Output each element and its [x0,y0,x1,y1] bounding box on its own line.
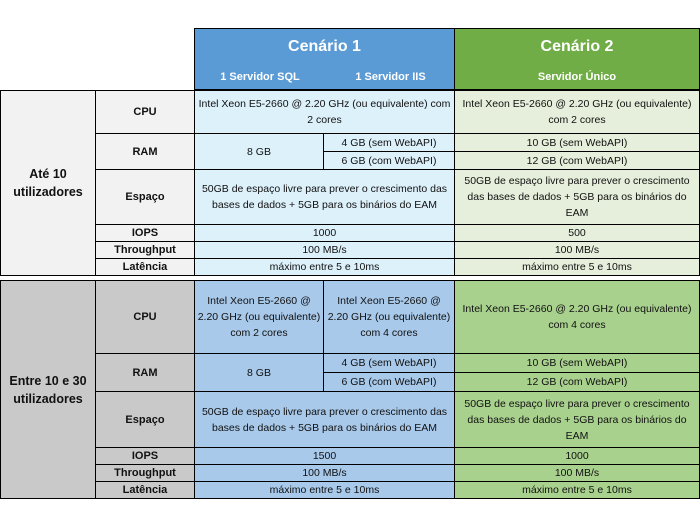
group2-throughput-s2: 100 MB/s [454,464,700,482]
group1-cpu-s1: Intel Xeon E5-2660 @ 2.20 GHz (ou equiva… [194,90,455,134]
group1-ram-s2-a: 10 GB (sem WebAPI) [454,133,700,152]
group1-iops-s2: 500 [454,224,700,242]
group1-espaco-s1: 50GB de espaço livre para prever o cresc… [194,169,455,225]
group2-title: Entre 10 e 30 utilizadores [0,280,96,499]
group1-cpu-label: CPU [95,90,195,134]
group2-ram-label: RAM [95,353,195,392]
group2-iops-s1: 1500 [194,447,455,465]
group1-throughput-label: Throughput [95,241,195,259]
group2-espaco-s1: 50GB de espaço livre para prever o cresc… [194,391,455,448]
group1-throughput-s1: 100 MB/s [194,241,455,259]
group2-ram-s2-b: 12 GB (com WebAPI) [454,372,700,392]
group2-iops-label: IOPS [95,447,195,465]
group1-espaco-s2: 50GB de espaço livre para prever o cresc… [454,169,700,225]
group2-espaco-s2: 50GB de espaço livre para prever o cresc… [454,391,700,448]
group2-cpu-iis: Intel Xeon E5-2660 @ 2.20 GHz (ou equiva… [323,280,455,354]
group1-ram-s2-b: 12 GB (com WebAPI) [454,151,700,170]
scenario1-header: Cenário 1 [194,28,455,64]
scenario1-iis-label: 1 Servidor IIS [325,69,455,85]
group1-iops-s1: 1000 [194,224,455,242]
group2-espaco-label: Espaço [95,391,195,448]
group2-iops-s2: 1000 [454,447,700,465]
group1-throughput-s2: 100 MB/s [454,241,700,259]
group2-latencia-s1: máximo entre 5 e 10ms [194,481,455,499]
group1-ram-sql: 8 GB [194,133,324,170]
group2-latencia-label: Latência [95,481,195,499]
group2-cpu-label: CPU [95,280,195,354]
group1-title: Até 10 utilizadores [0,90,96,276]
group2-latencia-s2: máximo entre 5 e 10ms [454,481,700,499]
group2-cpu-sql: Intel Xeon E5-2660 @ 2.20 GHz (ou equiva… [194,280,324,354]
group1-latencia-label: Latência [95,258,195,276]
group2-ram-s2-a: 10 GB (sem WebAPI) [454,353,700,373]
scenario1-sql-label: 1 Servidor SQL [195,69,325,85]
group1-latencia-s1: máximo entre 5 e 10ms [194,258,455,276]
group1-ram-iis-b: 6 GB (com WebAPI) [323,151,455,170]
group2-throughput-label: Throughput [95,464,195,482]
group2-ram-sql: 8 GB [194,353,324,392]
group2-ram-iis-b: 6 GB (com WebAPI) [323,372,455,392]
group1-iops-label: IOPS [95,224,195,242]
group2-cpu-s2: Intel Xeon E5-2660 @ 2.20 GHz (ou equiva… [454,280,700,354]
group2-ram-iis-a: 4 GB (sem WebAPI) [323,353,455,373]
group1-espaco-label: Espaço [95,169,195,225]
group2-throughput-s1: 100 MB/s [194,464,455,482]
group1-ram-iis-a: 4 GB (sem WebAPI) [323,133,455,152]
group1-cpu-s2: Intel Xeon E5-2660 @ 2.20 GHz (ou equiva… [454,90,700,134]
group1-latencia-s2: máximo entre 5 e 10ms [454,258,700,276]
scenario2-subheader: Servidor Único [454,64,700,90]
group1-ram-label: RAM [95,133,195,170]
scenario2-header: Cenário 2 [454,28,700,64]
scenario1-subheader: 1 Servidor SQL 1 Servidor IIS [194,64,455,90]
